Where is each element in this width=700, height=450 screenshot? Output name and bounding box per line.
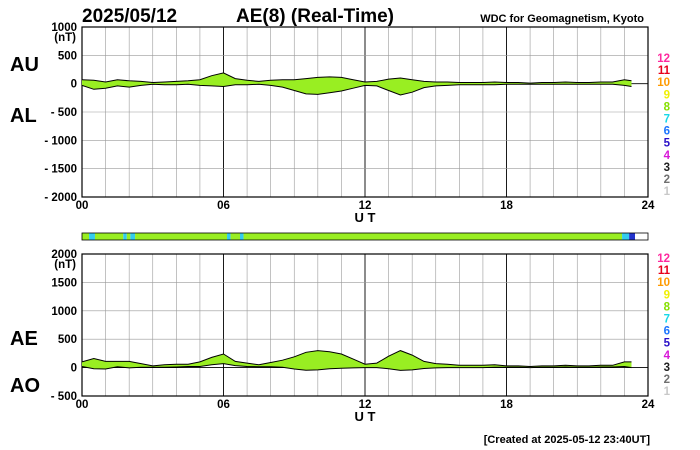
upper-series-label: AE bbox=[10, 328, 38, 350]
x-axis-label: U T bbox=[355, 210, 376, 225]
y-tick-label: 1500 bbox=[51, 277, 77, 289]
series-line-au bbox=[81, 72, 632, 84]
station-count-7: 7 bbox=[664, 314, 670, 326]
station-count-2: 2 bbox=[664, 174, 670, 186]
y-unit-label: (nT) bbox=[54, 32, 76, 44]
source-label: WDC for Geomagnetism, Kyoto bbox=[480, 13, 644, 25]
series-line-ao bbox=[81, 363, 632, 371]
y-tick-label: - 1500 bbox=[44, 164, 77, 176]
x-tick-label: 24 bbox=[642, 200, 655, 212]
x-tick-label: 00 bbox=[76, 200, 89, 212]
coverage-frame bbox=[81, 232, 649, 241]
series-line-al bbox=[81, 83, 632, 96]
range-fill-area bbox=[82, 72, 632, 95]
x-tick-label: 00 bbox=[76, 399, 89, 411]
y-tick-label: - 500 bbox=[51, 107, 77, 119]
y-tick-label: - 2000 bbox=[44, 192, 77, 204]
coverage-segment bbox=[94, 233, 124, 240]
coverage-segment bbox=[123, 233, 127, 240]
x-tick-label: 06 bbox=[217, 399, 230, 411]
coverage-segment bbox=[89, 233, 95, 240]
ae-ao-panel: 2000 1500 1000 500 0 - 500 (nT) 00 06 12 18 24 U T AE… bbox=[10, 249, 655, 424]
station-count-6: 6 bbox=[664, 126, 670, 138]
station-count-9: 9 bbox=[664, 89, 670, 101]
y-tick-label: - 1000 bbox=[44, 135, 77, 147]
plot-frame bbox=[81, 253, 649, 397]
lower-series-label: AL bbox=[10, 105, 37, 127]
station-count-1: 1 bbox=[664, 386, 671, 398]
lower-series-label: AO bbox=[10, 375, 40, 397]
coverage-segment bbox=[629, 233, 636, 240]
x-tick-label: 18 bbox=[500, 399, 513, 411]
station-count-5: 5 bbox=[664, 338, 671, 350]
station-count-5: 5 bbox=[664, 138, 671, 150]
station-count-4: 4 bbox=[664, 150, 671, 162]
y-tick-label: 0 bbox=[71, 363, 77, 375]
upper-series-label: AU bbox=[10, 54, 39, 76]
plot-title: AE(8) (Real-Time) bbox=[236, 6, 394, 27]
station-coverage-bar bbox=[81, 232, 649, 241]
coverage-segment bbox=[622, 233, 630, 240]
x-tick-label: 06 bbox=[217, 200, 230, 212]
created-timestamp: [Created at 2025-05-12 23:40UT] bbox=[484, 434, 651, 446]
coverage-segment bbox=[243, 233, 623, 240]
coverage-segment bbox=[82, 233, 90, 240]
x-tick-label: 12 bbox=[359, 399, 372, 411]
x-axis-label: U T bbox=[355, 409, 376, 424]
y-tick-label: 1000 bbox=[51, 22, 77, 34]
coverage-segment bbox=[130, 233, 136, 240]
x-tick-label: 24 bbox=[642, 399, 655, 411]
plot-frame bbox=[81, 26, 649, 198]
station-count-2: 2 bbox=[664, 374, 670, 386]
date-label: 2025/05/12 bbox=[82, 6, 177, 27]
coverage-segment bbox=[126, 233, 131, 240]
coverage-segment bbox=[635, 233, 648, 240]
y-tick-label: - 500 bbox=[51, 391, 77, 403]
station-count-12: 12 bbox=[657, 53, 670, 65]
y-unit-label: (nT) bbox=[54, 259, 76, 271]
station-count-11: 11 bbox=[658, 65, 671, 77]
station-count-9: 9 bbox=[664, 289, 670, 301]
station-count-6: 6 bbox=[664, 326, 670, 338]
x-tick-label: 12 bbox=[359, 200, 372, 212]
y-tick-label: 1000 bbox=[51, 306, 77, 318]
station-count-7: 7 bbox=[664, 114, 670, 126]
station-count-8: 8 bbox=[664, 101, 671, 113]
coverage-segment bbox=[230, 233, 241, 240]
station-count-8: 8 bbox=[664, 301, 671, 313]
station-count-10: 10 bbox=[657, 277, 670, 289]
station-count-3: 3 bbox=[664, 362, 670, 374]
station-count-3: 3 bbox=[664, 162, 670, 174]
y-tick-label: 2000 bbox=[51, 249, 77, 261]
station-count-1: 1 bbox=[664, 186, 671, 198]
y-tick-label: 500 bbox=[58, 334, 77, 346]
station-count-11: 11 bbox=[658, 265, 671, 277]
y-tick-label: 0 bbox=[71, 79, 77, 91]
au-al-panel: 1000 500 0 - 500 - 1000 - 1500 - 2000 (nT) 00 06 1… bbox=[10, 22, 655, 225]
station-count-4: 4 bbox=[664, 350, 671, 362]
coverage-segment bbox=[227, 233, 231, 240]
coverage-segment bbox=[240, 233, 244, 240]
y-tick-label: 500 bbox=[58, 50, 77, 62]
station-count-10: 10 bbox=[657, 77, 670, 89]
series-line-ae bbox=[81, 350, 632, 368]
coverage-segment bbox=[135, 233, 228, 240]
station-count-12: 12 bbox=[657, 253, 670, 265]
x-tick-label: 18 bbox=[500, 200, 513, 212]
